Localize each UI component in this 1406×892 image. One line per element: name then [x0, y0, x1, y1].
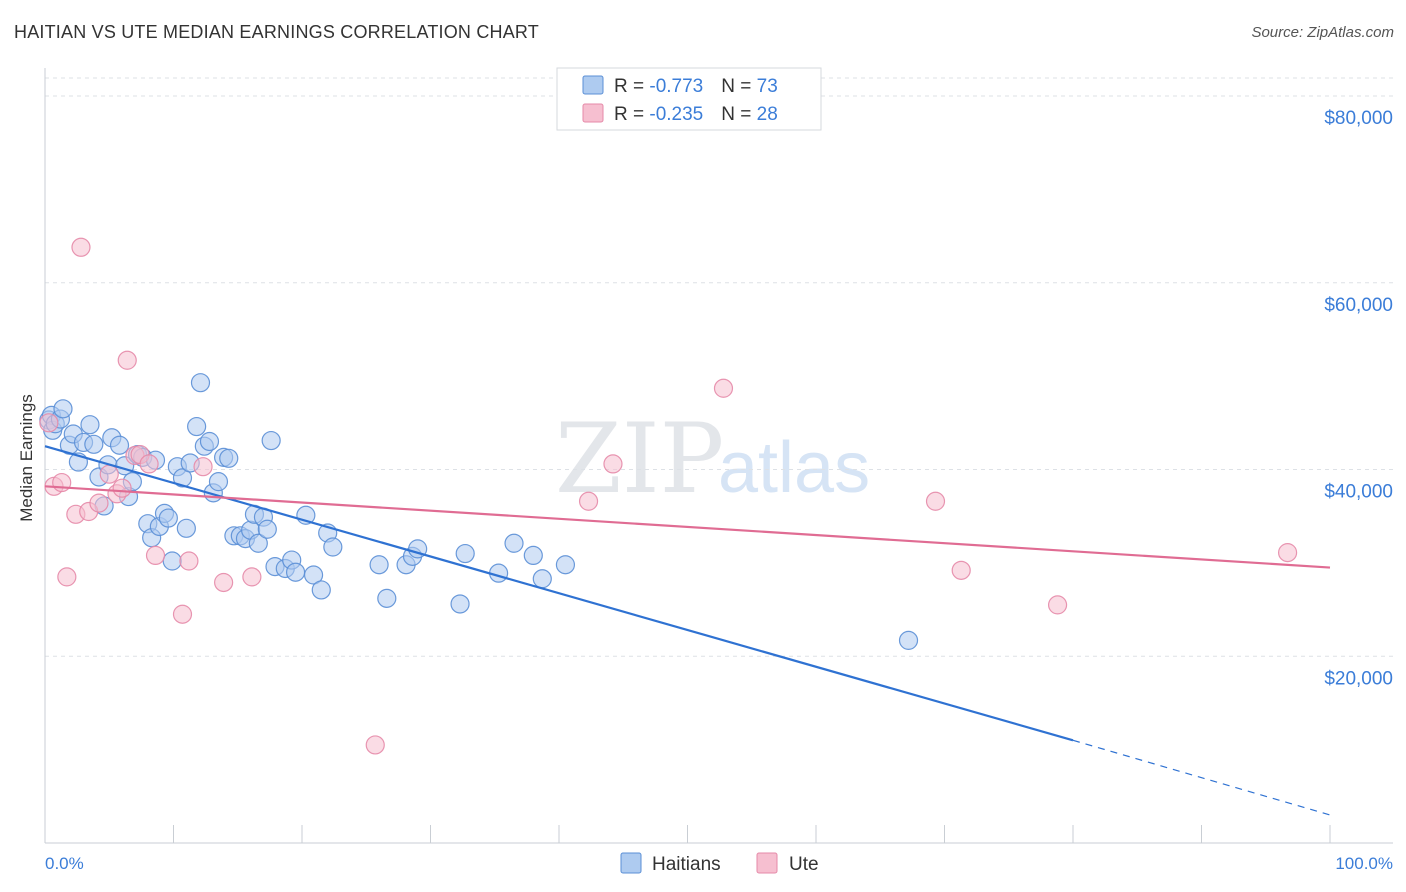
haitians-point-55: [303, 565, 324, 585]
legend-r-label: R =: [614, 104, 649, 125]
haitians-trend-line: [44, 445, 1074, 742]
ute-point-2: [52, 472, 72, 493]
ute-point-16: [172, 604, 193, 624]
haitians-point-58: [323, 537, 343, 557]
y-tick-label-60000: $60,000: [1324, 295, 1393, 316]
y-tick-label-20000: $20,000: [1324, 668, 1393, 689]
ute-point-0: [39, 413, 59, 433]
chart-title: HAITIAN VS UTE MEDIAN EARNINGS CORRELATI…: [14, 22, 539, 42]
ute-point-10: [112, 478, 132, 498]
x-tick-label-max: 100.0%: [1335, 854, 1393, 873]
haitians-point-40: [219, 448, 239, 468]
legend-swatch-ute: [582, 103, 604, 123]
haitians-point-34: [190, 373, 211, 393]
haitians-trend-extension: [1072, 739, 1331, 816]
haitians-point-28: [162, 551, 182, 571]
haitians-point-38: [208, 472, 229, 492]
haitians-point-59: [369, 555, 389, 575]
legend-r-value: -0.773: [649, 76, 703, 97]
haitians-point-65: [455, 543, 475, 564]
watermark-atlas: atlas: [718, 428, 870, 508]
ute-point-14: [139, 454, 159, 474]
haitians-point-48: [257, 519, 277, 539]
series-legend-swatch-haitians: [620, 852, 642, 874]
ute-point-11: [117, 350, 137, 370]
ute-point-19: [214, 572, 234, 593]
haitians-point-5: [53, 399, 73, 419]
haitians-point-46: [248, 533, 268, 553]
series-legend-label-haitians: Haitians: [652, 854, 721, 875]
ute-point-23: [603, 454, 623, 474]
y-tick-labels: $20,000 $40,000 $60,000 $80,000: [1324, 108, 1393, 689]
haitians-point-11: [84, 434, 104, 454]
ute-point-28: [1277, 543, 1298, 563]
haitians-points: [39, 373, 919, 650]
ute-point-22: [578, 491, 599, 511]
haitians-point-16: [109, 435, 130, 455]
x-tick-label-min: 0.0%: [45, 854, 84, 873]
haitians-point-70: [555, 555, 576, 575]
series-legend-swatch-ute: [756, 852, 778, 874]
ute-point-15: [145, 545, 166, 566]
ute-point-5: [71, 237, 91, 257]
ute-points: [39, 237, 1298, 755]
legend-row-ute: R = -0.235 N = 28: [614, 104, 778, 125]
ute-trend-line: [44, 485, 1331, 569]
haitians-point-69: [532, 569, 552, 589]
x-tick-marks: [44, 825, 1331, 843]
series-legend-label-ute: Ute: [789, 854, 819, 875]
haitians-point-68: [523, 545, 543, 566]
haitians-point-71: [898, 630, 919, 650]
haitians-point-33: [187, 416, 207, 437]
legend-n-label: N =: [721, 104, 756, 125]
series-legend: Haitians Ute: [620, 852, 819, 875]
legend-n-value: 28: [757, 104, 778, 125]
y-tick-label-80000: $80,000: [1324, 108, 1393, 129]
y-tick-label-40000: $40,000: [1324, 482, 1393, 503]
source-label: Source: ZipAtlas.com: [1251, 24, 1394, 41]
haitians-point-67: [504, 533, 524, 553]
legend-n-label: N =: [721, 76, 756, 97]
legend-r-label: R =: [614, 76, 649, 97]
trend-lines: [44, 445, 1331, 816]
ute-point-25: [925, 491, 946, 511]
legend-row-haitians: R = -0.773 N = 73: [614, 76, 778, 97]
haitians-point-27: [158, 508, 178, 528]
stats-legend: R = -0.773 N = 73 R = -0.235 N = 28: [556, 67, 822, 131]
ute-point-7: [89, 493, 109, 513]
ute-point-17: [179, 551, 199, 571]
haitians-point-30: [172, 468, 193, 488]
haitians-point-60: [377, 588, 397, 608]
ute-point-24: [713, 378, 734, 398]
legend-r-value: -0.235: [649, 104, 703, 125]
haitians-point-56: [311, 580, 331, 600]
haitians-point-53: [285, 562, 306, 582]
ute-point-8: [99, 464, 119, 484]
haitians-point-31: [176, 518, 196, 538]
legend-n-value: 73: [757, 76, 778, 97]
y-axis-label: Median Earnings: [17, 394, 36, 522]
ute-point-21: [365, 735, 385, 755]
haitians-point-49: [261, 430, 281, 451]
ute-point-27: [1047, 595, 1068, 615]
ute-point-20: [242, 567, 262, 587]
haitians-point-64: [450, 594, 470, 614]
ute-point-18: [193, 457, 213, 477]
ute-point-26: [951, 560, 971, 580]
haitians-point-10: [80, 415, 100, 435]
haitians-point-36: [199, 431, 220, 452]
legend-swatch-haitians: [582, 75, 604, 95]
ute-point-3: [57, 567, 77, 587]
